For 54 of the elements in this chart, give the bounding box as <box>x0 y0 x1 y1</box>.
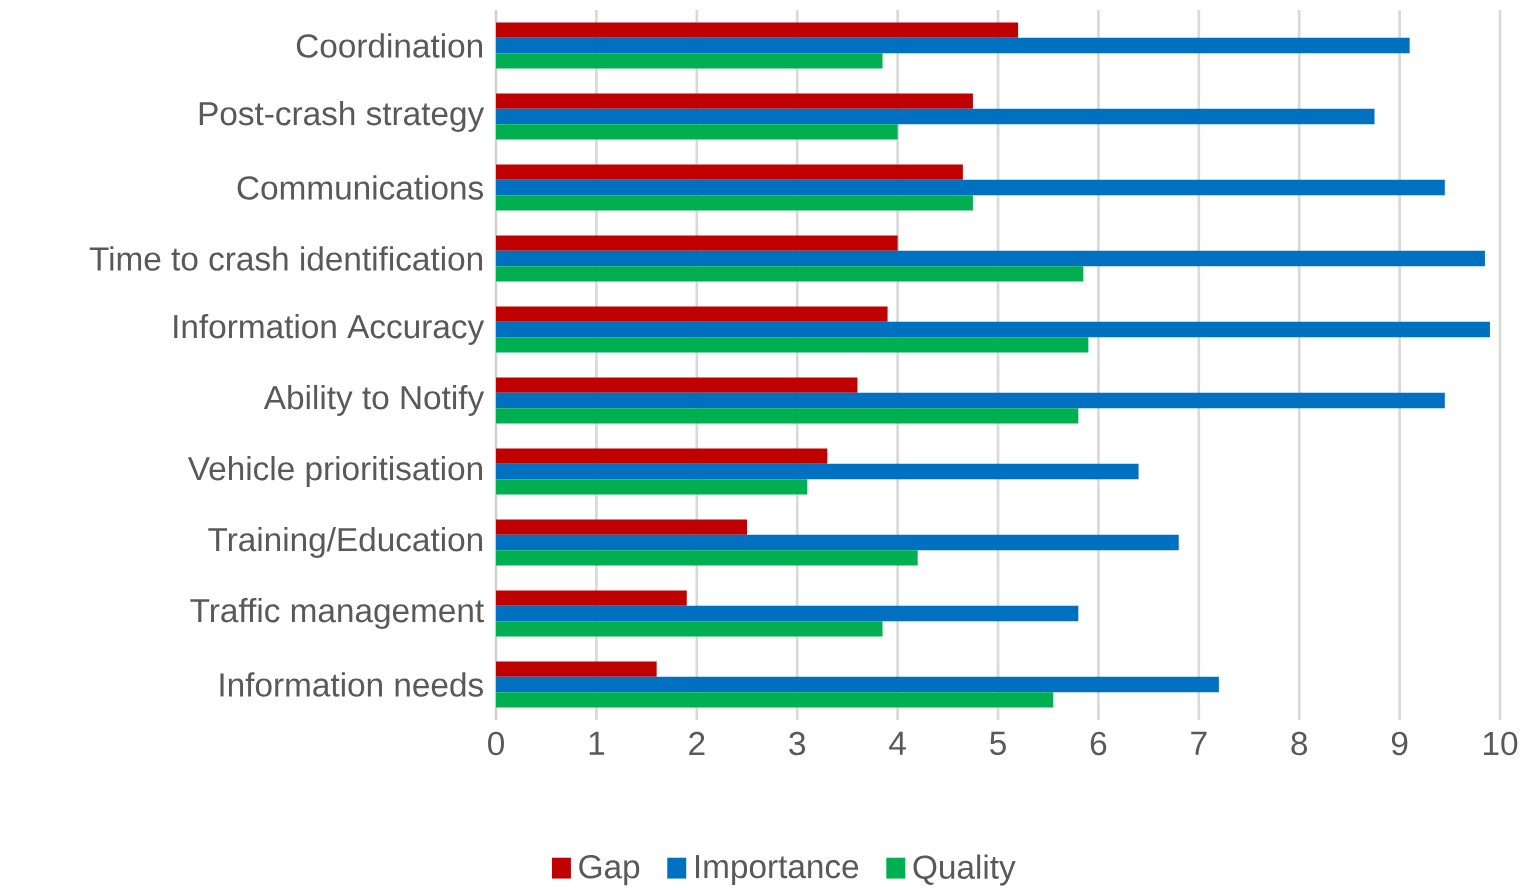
bar <box>496 195 973 211</box>
bar <box>496 676 1219 693</box>
legend-label: Importance <box>695 855 859 885</box>
y-tick-label: Training/Education <box>208 526 483 558</box>
bar <box>496 377 858 393</box>
bar <box>496 661 657 677</box>
bar <box>496 250 1485 267</box>
bar <box>496 266 1084 282</box>
bar <box>496 692 1054 708</box>
bar <box>496 164 963 180</box>
y-tick-label: Information needs <box>220 672 483 697</box>
x-tick-label: 1 <box>589 731 605 755</box>
y-tick-label: Time to crash identification <box>89 246 482 271</box>
bar <box>496 37 1410 54</box>
x-tick-label: 7 <box>1191 731 1207 755</box>
bar <box>496 124 898 140</box>
x-tick-label: 3 <box>789 731 806 756</box>
x-tick-label: 0 <box>488 731 504 756</box>
bar <box>496 448 828 464</box>
bar <box>496 550 918 566</box>
y-tick-label: Communications <box>237 175 483 200</box>
y-tick-label: Coordination <box>296 33 483 58</box>
bar <box>496 179 1445 196</box>
bar <box>496 392 1445 409</box>
x-tick-label: 5 <box>990 731 1006 756</box>
y-tick-label: Ability to Notify <box>263 384 485 416</box>
bar <box>496 590 687 606</box>
y-tick-label: Information Accuracy <box>174 313 485 345</box>
bar <box>496 408 1079 424</box>
bar <box>496 321 1490 338</box>
y-tick-label: Vehicle prioritisation <box>187 455 482 487</box>
bar <box>496 605 1079 622</box>
x-tick-label: 2 <box>689 731 705 756</box>
legend-label: Gap <box>579 854 640 886</box>
x-tick-label: 10 <box>1484 731 1518 756</box>
x-tick-label: 8 <box>1291 731 1308 756</box>
x-tick-label: 6 <box>1090 731 1107 756</box>
bar <box>496 463 1139 480</box>
bar <box>496 479 808 495</box>
legend-label: Quality <box>913 854 1016 886</box>
bar <box>496 519 748 535</box>
bar <box>496 621 883 637</box>
bar <box>496 306 888 322</box>
bar <box>496 534 1179 551</box>
bar <box>496 235 898 251</box>
x-tick-label: 4 <box>889 731 906 755</box>
y-tick-label: Post-crash strategy <box>199 100 485 132</box>
bar <box>496 53 883 69</box>
y-tick-label: Traffic management <box>190 597 484 629</box>
bar <box>496 93 973 109</box>
x-tick-label: 9 <box>1391 731 1408 756</box>
bar <box>496 108 1375 125</box>
bar <box>496 337 1089 353</box>
bar <box>496 22 1019 38</box>
